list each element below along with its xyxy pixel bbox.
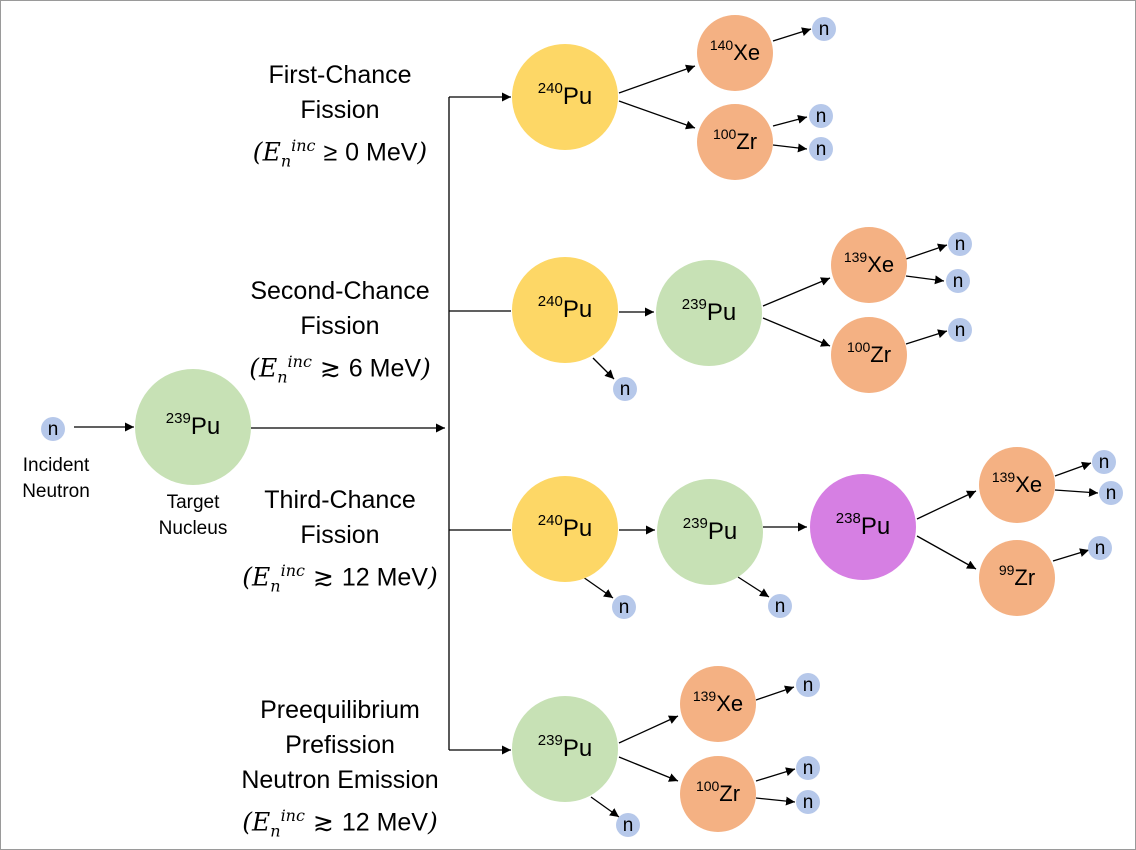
b3-emitted-neutron: n [1099, 481, 1123, 505]
arrow-b3-pu239-n [737, 576, 770, 598]
branch-label-second-chance: Second-Chance Fission (Eninc ≳ 6 MeV) [249, 274, 431, 394]
b3-emitted-neutron: n [612, 595, 636, 619]
b1-emitted-neutron: n [809, 104, 833, 128]
b4-emitted-neutron: n [796, 790, 820, 814]
b4-fragment-xe139: 139 Xe [680, 666, 756, 742]
arrow-b4-pu239-to-xe [618, 715, 679, 744]
arrow-b2-xe-n1 [905, 243, 948, 260]
arrow-b1-zr-n1 [772, 114, 808, 127]
arrow-b4-xe-n [755, 685, 795, 701]
b4-compound-pu239: 239 Pu [512, 696, 618, 802]
arrow-b1-pu240-to-zr [618, 100, 696, 130]
arrow-b3-pu238-to-zr [916, 535, 977, 570]
arrow-b3-xe-n1 [1054, 461, 1092, 477]
arrow-b3-xe-n2 [1054, 487, 1099, 497]
arrow-b2-xe-n2 [905, 275, 945, 285]
arrow-b3-pu240-n [582, 576, 614, 599]
b1-emitted-neutron: n [812, 17, 836, 41]
arrow-b2-pu240-n [592, 357, 615, 380]
arrow-b2-pu239-to-xe [762, 277, 831, 307]
b2-residual-pu239: 239 Pu [656, 260, 762, 366]
b3-emitted-neutron: n [1088, 536, 1112, 560]
energy-condition: (Eninc ≳ 12 MeV) [242, 561, 438, 596]
arrow-b1-xe-n [772, 27, 812, 42]
b2-emitted-neutron: n [946, 269, 970, 293]
b3-residual-pu239: 239 Pu [657, 479, 763, 585]
b3-fragment-xe139: 139 Xe [979, 447, 1055, 523]
b2-compound-pu240: 240 Pu [512, 257, 618, 363]
arrow-b1-pu240-to-xe [618, 64, 696, 94]
arrow-b4-zr-n1 [755, 767, 796, 782]
b4-emitted-neutron: n [616, 813, 640, 837]
b2-emitted-neutron: n [948, 318, 972, 342]
energy-condition: (Eninc ≳ 12 MeV) [242, 806, 438, 841]
arrow-b3-zr-n [1052, 548, 1090, 562]
energy-condition: (Eninc ≥ 0 MeV) [252, 136, 428, 171]
arrow-b4-pu239-to-zr [618, 756, 679, 782]
arrow-b2-zr-n [905, 329, 948, 345]
b2-emitted-neutron: n [948, 232, 972, 256]
incident-neutron: n [41, 417, 65, 441]
b2-fragment-xe139: 139 Xe [831, 227, 907, 303]
b2-fragment-zr100: 100 Zr [831, 317, 907, 393]
b4-emitted-neutron: n [796, 673, 820, 697]
energy-condition: (Eninc ≳ 6 MeV) [249, 352, 431, 387]
b1-fragment-zr100: 100 Zr [697, 104, 773, 180]
target-nucleus-caption: Target Nucleus [158, 492, 228, 539]
b4-emitted-neutron: n [796, 756, 820, 780]
arrow-b4-zr-n2 [755, 796, 796, 806]
b4-fragment-zr100: 100 Zr [680, 756, 756, 832]
branch-label-first-chance: First-Chance Fission (Eninc ≥ 0 MeV) [253, 58, 427, 178]
b3-compound-pu240: 240 Pu [512, 476, 618, 582]
arrow-b3-pu238-to-xe [916, 490, 977, 520]
arrow-b1-zr-n2 [772, 143, 808, 153]
branch-label-preequilibrium: Preequilibrium Prefission Neutron Emissi… [241, 693, 438, 848]
incident-neutron-caption: Incident Neutron [22, 455, 90, 502]
b1-emitted-neutron: n [809, 137, 833, 161]
b1-compound-pu240: 240 Pu [512, 44, 618, 150]
b1-fragment-xe140: 140 Xe [697, 15, 773, 91]
arrow-b2-pu239-to-zr [762, 317, 831, 347]
branch-label-third-chance: Third-Chance Fission (Eninc ≳ 12 MeV) [242, 483, 438, 603]
b3-fragment-zr99: 99 Zr [979, 540, 1055, 616]
b3-emitted-neutron: n [768, 594, 792, 618]
b3-residual-pu238: 238 Pu [810, 474, 916, 580]
target-nucleus-pu239: 239 Pu [135, 369, 251, 485]
arrow-b4-pu239-n [590, 796, 620, 818]
b2-emitted-neutron: n [613, 377, 637, 401]
b3-emitted-neutron: n [1092, 450, 1116, 474]
